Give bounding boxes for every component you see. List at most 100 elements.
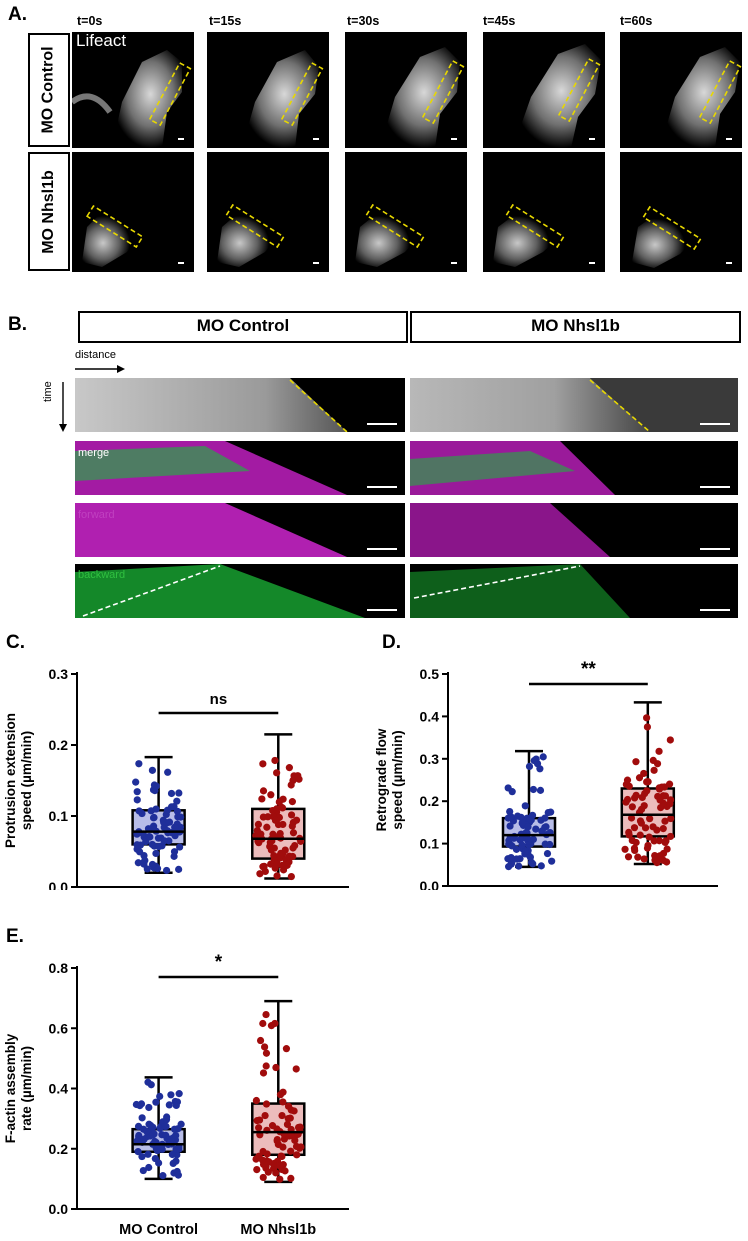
data-point xyxy=(279,1098,287,1106)
data-point xyxy=(287,1147,295,1155)
data-point xyxy=(143,865,151,873)
data-point xyxy=(149,814,158,822)
data-point xyxy=(290,1107,298,1115)
data-point xyxy=(530,756,538,765)
data-point xyxy=(666,800,674,808)
data-point xyxy=(268,1122,277,1130)
data-point xyxy=(160,818,168,826)
data-point xyxy=(510,834,518,842)
data-point xyxy=(267,1022,276,1030)
data-point xyxy=(262,1100,271,1108)
kymograph-nhsl1b-forward-image xyxy=(410,503,730,557)
data-point xyxy=(167,789,176,798)
data-point xyxy=(651,856,659,864)
data-point xyxy=(628,803,636,811)
data-point xyxy=(636,817,645,825)
data-point xyxy=(278,804,287,812)
y-axis-label-line: speed (µm/min) xyxy=(390,730,405,829)
kymograph-control-backward xyxy=(75,564,405,618)
data-point xyxy=(256,1036,265,1045)
micrograph-nhsl1b-t45 xyxy=(483,152,605,272)
data-point xyxy=(659,849,668,858)
data-point xyxy=(662,837,670,845)
y-tick-label: 0.2 xyxy=(49,737,69,753)
data-point xyxy=(286,1114,294,1122)
data-point xyxy=(521,802,529,810)
data-point xyxy=(659,825,667,833)
data-point xyxy=(133,1137,141,1145)
data-point xyxy=(134,859,142,867)
data-point xyxy=(632,758,640,766)
data-point xyxy=(627,814,636,822)
data-point xyxy=(292,1065,300,1073)
data-point xyxy=(253,1165,261,1174)
time-label-3: t=45s xyxy=(483,14,516,28)
chart-d-retrograde-flow: D. Retrograde flowspeed (µm/min) 0.0 0.1 0.2… xyxy=(376,632,718,890)
data-point xyxy=(262,1062,270,1070)
data-point xyxy=(518,819,527,827)
micrograph-control-t45 xyxy=(483,32,605,148)
kymograph-nhsl1b-backward-image xyxy=(410,564,730,618)
data-point xyxy=(659,856,668,864)
data-point xyxy=(262,1049,271,1057)
data-point xyxy=(287,811,296,819)
data-point xyxy=(630,824,639,832)
panel-a-letter: A. xyxy=(8,4,27,25)
time-arrow-icon xyxy=(59,382,67,432)
data-point xyxy=(632,791,640,799)
data-point xyxy=(643,778,651,786)
data-point xyxy=(287,781,295,789)
data-point xyxy=(132,778,140,786)
data-point xyxy=(160,837,169,845)
data-point xyxy=(148,860,157,869)
data-point xyxy=(156,1092,164,1100)
data-point xyxy=(162,1131,170,1139)
data-point xyxy=(643,723,652,731)
y-tick-label: 0.3 xyxy=(49,666,69,682)
time-label-1: t=15s xyxy=(209,14,242,28)
data-point xyxy=(293,1151,301,1159)
data-point xyxy=(259,1069,268,1077)
header-mo-nhsl1b: MO Nhsl1b xyxy=(410,311,741,343)
data-point xyxy=(262,1010,270,1019)
significance-label: ** xyxy=(581,659,596,680)
data-point xyxy=(271,756,279,765)
data-point xyxy=(138,1152,146,1161)
data-point xyxy=(148,766,157,774)
data-point xyxy=(289,829,298,837)
micrograph-nhsl1b-t0 xyxy=(72,152,194,272)
data-point xyxy=(155,842,163,851)
y-axis-label-line: Protrusion extension xyxy=(3,713,18,848)
time-label: time xyxy=(42,381,54,402)
data-point xyxy=(508,842,516,850)
data-point xyxy=(283,1120,292,1129)
data-point xyxy=(294,1123,303,1132)
data-point xyxy=(259,787,268,795)
data-point xyxy=(291,1136,299,1144)
y-tick-label: 0.4 xyxy=(420,708,440,724)
micrograph-nhsl1b-t15-image xyxy=(217,203,319,267)
data-point xyxy=(543,849,552,858)
data-point xyxy=(273,860,281,868)
data-point xyxy=(537,862,545,870)
data-point xyxy=(276,1175,284,1183)
y-axis-label-line: Retrograde flow xyxy=(376,728,389,831)
data-point xyxy=(544,809,552,817)
data-point xyxy=(621,845,629,853)
data-point xyxy=(170,852,178,860)
data-point xyxy=(177,1120,185,1128)
data-point xyxy=(539,753,547,761)
chart-e-factin-assembly: E. F-actin assemblyrate (µm/min) 0.0 0.2 0.4… xyxy=(3,926,349,1238)
data-point xyxy=(640,802,648,810)
distance-arrow-icon xyxy=(75,365,125,373)
data-point xyxy=(667,814,675,823)
data-point xyxy=(276,852,284,860)
data-point xyxy=(278,1111,286,1120)
data-point xyxy=(294,772,302,780)
data-point xyxy=(172,1131,180,1140)
data-point xyxy=(258,795,266,803)
data-point xyxy=(269,1160,277,1168)
row-label-mo-nhsl1b: MO Nhsl1b xyxy=(28,152,70,271)
backward-label: backward xyxy=(78,569,126,581)
category-label: MO Control xyxy=(119,1222,198,1238)
